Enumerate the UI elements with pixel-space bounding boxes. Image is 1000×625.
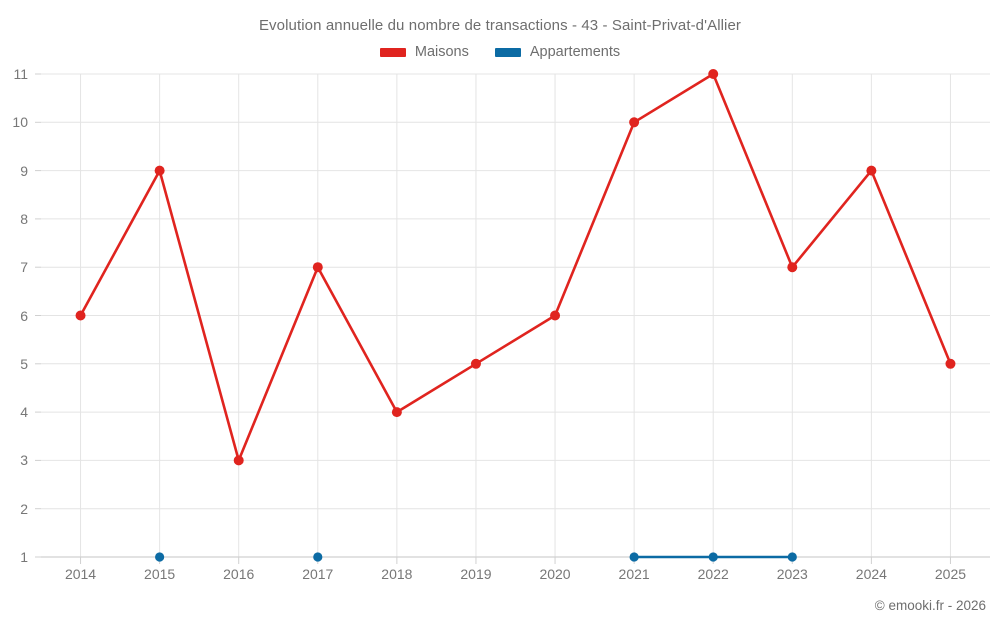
- data-point[interactable]: [154, 165, 165, 176]
- y-tick-label: 3: [20, 452, 28, 469]
- data-point[interactable]: [945, 358, 956, 369]
- data-point[interactable]: [391, 407, 402, 418]
- x-tick-label: 2021: [618, 566, 650, 582]
- y-tick-label: 1: [20, 549, 28, 565]
- data-point[interactable]: [550, 310, 561, 321]
- data-point[interactable]: [155, 552, 165, 562]
- y-tick-label: 4: [20, 404, 28, 421]
- legend-swatch-maisons: [379, 47, 406, 57]
- footer-credit: © emooki.fr - 2026: [874, 598, 986, 613]
- data-point[interactable]: [233, 455, 244, 466]
- y-tick-label: 2: [20, 500, 28, 517]
- legend-item-maisons[interactable]: Maisons: [379, 44, 469, 60]
- y-tick-label: 7: [20, 259, 28, 276]
- data-point[interactable]: [75, 310, 86, 321]
- x-tick-label: 2014: [64, 566, 97, 582]
- x-tick-label: 2020: [539, 566, 571, 582]
- data-point[interactable]: [312, 262, 323, 273]
- data-point[interactable]: [787, 262, 798, 273]
- data-point[interactable]: [708, 69, 719, 79]
- y-tick-label: 10: [12, 114, 28, 131]
- y-tick-label: 5: [20, 355, 28, 372]
- data-point[interactable]: [629, 552, 639, 562]
- x-tick-label: 2024: [855, 566, 887, 582]
- data-point[interactable]: [787, 552, 797, 562]
- legend-swatch-appartements: [494, 47, 521, 57]
- y-tick-label: 11: [13, 66, 28, 82]
- legend-label-appartements: Appartements: [529, 44, 621, 60]
- y-tick-label: 9: [20, 162, 28, 179]
- x-tick-label: 2015: [144, 566, 176, 582]
- data-point[interactable]: [470, 358, 481, 369]
- data-point[interactable]: [708, 552, 718, 562]
- y-tick-label: 8: [20, 210, 28, 227]
- x-tick-label: 2025: [934, 566, 967, 582]
- chart-legend: Maisons Appartements: [0, 44, 1000, 60]
- data-point[interactable]: [866, 165, 877, 176]
- series-line-maisons: [79, 72, 952, 462]
- data-point[interactable]: [313, 552, 323, 562]
- x-tick-label: 2018: [381, 566, 413, 582]
- legend-item-appartements[interactable]: Appartements: [494, 44, 621, 60]
- x-tick-label: 2017: [302, 566, 334, 582]
- x-tick-label: 2016: [223, 566, 255, 582]
- data-point[interactable]: [629, 117, 640, 128]
- x-tick-label: 2022: [697, 566, 729, 582]
- legend-label-maisons: Maisons: [414, 44, 469, 60]
- y-tick-label: 6: [20, 307, 28, 324]
- x-tick-label: 2019: [460, 566, 492, 582]
- x-tick-label: 2023: [776, 566, 808, 582]
- chart-title: Evolution annuelle du nombre de transact…: [258, 17, 742, 34]
